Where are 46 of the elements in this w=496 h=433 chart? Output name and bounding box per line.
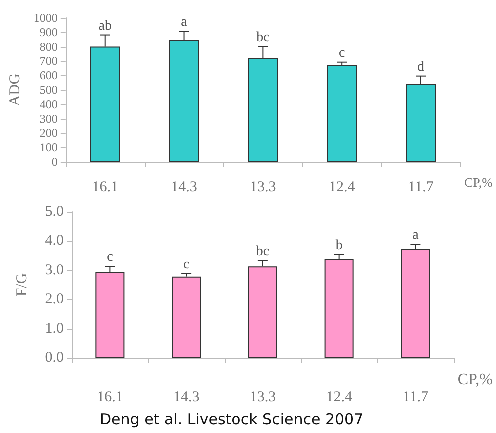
y-tick-label: 100 (40, 140, 58, 155)
x-tick-label: 13.3 (250, 180, 276, 196)
y-tick-label: 0 (52, 155, 58, 169)
annotation: a (181, 15, 188, 30)
x-axis-title: CP,% (464, 175, 494, 190)
x-tick-label: 14.3 (173, 390, 200, 406)
y-axis-title: ADG (8, 74, 24, 106)
x-tick-label: 13.3 (250, 390, 276, 406)
y-tick-label: 800 (40, 40, 58, 54)
y-tick-label: 3.0 (45, 262, 64, 278)
y-tick-label: 0.0 (45, 350, 64, 366)
annotation: bc (256, 30, 270, 46)
y-tick-label: 900 (40, 25, 58, 40)
y-tick-label: 700 (40, 54, 58, 68)
annotation: ab (98, 18, 112, 34)
annotation: b (336, 238, 343, 254)
y-tick-label: 5.0 (45, 204, 64, 220)
annotation: d (418, 60, 425, 75)
annotation: c (338, 46, 346, 61)
y-tick-label: 1.0 (45, 320, 64, 337)
annotation: bc (256, 244, 270, 260)
x-tick-label: 14.3 (171, 180, 198, 196)
bar (401, 249, 430, 358)
bar (324, 259, 354, 358)
y-tick-label: 500 (40, 83, 58, 97)
text: Deng et al. Livestock Science 2007 (100, 410, 364, 428)
x-tick-label: 11.7 (408, 180, 434, 196)
x-tick-label: 12.4 (328, 180, 356, 196)
x-tick-label: 16.1 (97, 390, 124, 406)
y-tick-label: 4.0 (45, 233, 64, 250)
y-axis-title: F/G (14, 273, 30, 297)
annotation: a (412, 228, 420, 244)
x-tick-label: 16.1 (92, 180, 118, 196)
annotation: c (183, 257, 190, 272)
bar (327, 65, 358, 162)
x-tick-label: 12.4 (326, 390, 353, 406)
y-tick-label: 1000 (34, 11, 58, 25)
y-tick-label: 200 (40, 126, 58, 140)
y-tick-label: 400 (40, 97, 58, 112)
y-tick-label: 2.0 (45, 292, 64, 308)
y-tick-label: 300 (40, 112, 58, 126)
annotation: c (107, 250, 114, 266)
y-tick-label: 600 (40, 68, 58, 83)
x-axis-title: CP,% (458, 372, 493, 388)
x-tick-label: 11.7 (402, 390, 430, 406)
bar (172, 276, 202, 358)
